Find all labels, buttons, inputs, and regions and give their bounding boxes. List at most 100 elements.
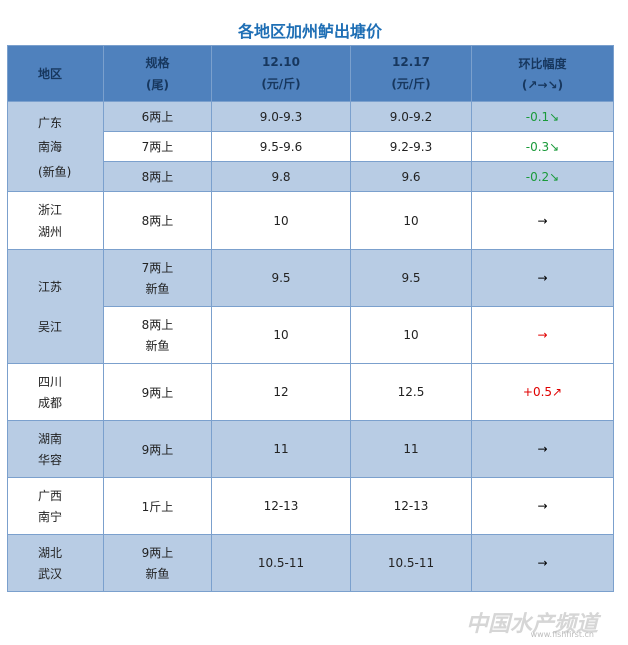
header-cell: 12.10 (元/斤) [211, 45, 351, 102]
header-cell: 环比幅度 (↗→↘) [471, 45, 614, 102]
price-cell: 10 [350, 191, 472, 250]
change: → [537, 328, 548, 342]
title: 各地区加州鲈出塘价 [237, 22, 382, 41]
region-cell: 湖南 华容 [7, 420, 104, 478]
spec-text: 新鱼 [145, 339, 170, 354]
spec-text: 8两上 [141, 214, 174, 228]
header-text: (元/斤) [391, 76, 431, 91]
header-text: (↗→↘) [521, 77, 564, 92]
price-cell: 9.8 [211, 161, 351, 192]
price-1217: 10 [403, 213, 419, 228]
price-cell: 9.5 [350, 249, 472, 307]
header-text: 规格 [145, 56, 170, 71]
watermark-url: www.fishfirst.cn [530, 630, 594, 639]
change-cell: → [471, 191, 614, 250]
spec-text: 1斤上 [141, 499, 174, 514]
region-cell: 广东南海 (新鱼) [7, 101, 104, 192]
change: -0.3↘ [525, 139, 560, 154]
price-cell: 10.5-11 [350, 534, 472, 592]
price-cell: 10 [211, 306, 351, 364]
region-cell: 湖北 武汉 [7, 534, 104, 592]
spec-cell: 9两上 [103, 363, 212, 421]
price-cell: 12 [211, 363, 351, 421]
region-text: 广东 [38, 115, 63, 130]
price-1210: 9.0-9.3 [259, 109, 303, 124]
price-1217: 10.5-11 [387, 556, 435, 570]
change: → [537, 271, 548, 285]
price-1210: 10 [273, 213, 289, 228]
spec-text: 7两上 [141, 140, 174, 154]
price-cell: 12-13 [211, 477, 351, 535]
price-cell: 9.0-9.3 [211, 101, 351, 132]
change-cell: → [471, 534, 614, 592]
header-text: (元/斤) [261, 76, 301, 91]
spec-text: 新鱼 [145, 567, 170, 582]
price-1210: 11 [273, 442, 289, 456]
region-text: 湖北 [38, 545, 63, 560]
header-text: 环比幅度 [518, 57, 567, 72]
price-1217: 11 [403, 442, 419, 456]
price-1217: 9.6 [401, 169, 421, 184]
region-text: (新鱼) [38, 164, 72, 179]
price-cell: 9.5-9.6 [211, 131, 351, 162]
spec-text: 9两上 [141, 545, 174, 560]
price-1217: 12-13 [393, 499, 429, 513]
header-cell: 12.17 (元/斤) [350, 45, 472, 102]
region-cell: 四川 成都 [7, 363, 104, 421]
region-cell: 广西 南宁 [7, 477, 104, 535]
header-text: (尾) [146, 77, 169, 92]
spec-cell: 1斤上 [103, 477, 212, 535]
region-text: 武汉 [38, 567, 63, 582]
price-cell: 9.5 [211, 249, 351, 307]
change-cell: +0.5↗ [471, 363, 614, 421]
spec-cell: 7两上 [103, 131, 212, 162]
change-cell: → [471, 420, 614, 478]
region-text: 广西 [38, 488, 63, 503]
region-text: 南宁 [38, 510, 63, 525]
price-1210: 10 [273, 328, 289, 342]
price-1210: 9.5-9.6 [259, 139, 303, 154]
spec-cell: 8两上 [103, 191, 212, 250]
price-cell: 11 [350, 420, 472, 478]
price-1217: 9.5 [401, 271, 421, 285]
region-text: 南海 [38, 140, 63, 154]
region-text: 浙江 [38, 203, 63, 217]
spec-text: 8两上 [141, 170, 174, 184]
header-text: 地区 [38, 67, 63, 81]
change: -0.1↘ [525, 109, 560, 124]
price-1217: 9.0-9.2 [389, 109, 433, 124]
change-cell: -0.1↘ [471, 101, 614, 132]
change: → [537, 213, 548, 228]
region-cell: 浙江 湖州 [7, 191, 104, 250]
spec-text: 6两上 [141, 110, 174, 124]
watermark: 中国水产频道 [465, 612, 598, 637]
price-cell: 9.2-9.3 [350, 131, 472, 162]
header-text: 12.17 [392, 55, 430, 70]
region-text: 吴江 [38, 320, 63, 335]
spec-text: 9两上 [141, 385, 174, 400]
spec-cell: 6两上 [103, 101, 212, 132]
header-cell: 地区 [7, 45, 104, 102]
region-text: 四川 [38, 374, 63, 389]
price-cell: 10 [350, 306, 472, 364]
change: → [537, 499, 548, 513]
change: -0.2↘ [525, 169, 560, 184]
spec-text: 9两上 [141, 442, 174, 457]
price-1210: 9.5 [271, 271, 291, 285]
price-1210: 10.5-11 [257, 556, 305, 570]
change-cell: → [471, 477, 614, 535]
price-1210: 12 [273, 385, 289, 399]
change-cell: → [471, 306, 614, 364]
header-cell: 规格 (尾) [103, 45, 212, 102]
change-cell: -0.3↘ [471, 131, 614, 162]
region-text: 成都 [38, 396, 63, 411]
spec-cell: 7两上 新鱼 [103, 249, 212, 307]
change: +0.5↗ [522, 385, 563, 399]
spec-cell: 9两上 [103, 420, 212, 478]
change: → [537, 556, 548, 570]
spec-text: 7两上 [141, 260, 174, 275]
change-cell: -0.2↘ [471, 161, 614, 192]
price-1217: 12.5 [397, 385, 425, 399]
price-1210: 9.8 [271, 169, 291, 184]
